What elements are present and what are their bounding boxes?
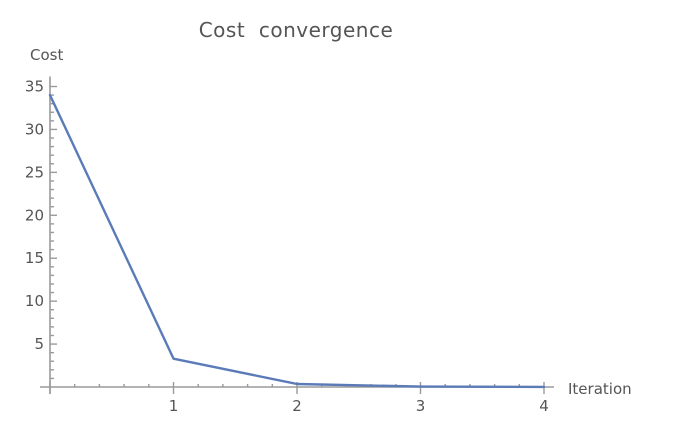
series-group (48, 93, 546, 389)
x-tick-label: 4 (539, 397, 549, 415)
axes (40, 76, 554, 394)
y-tick-label: 35 (25, 78, 44, 96)
series-line (48, 93, 546, 389)
y-tick-label: 25 (25, 163, 44, 181)
y-tick-label: 5 (34, 335, 44, 353)
y-tick-label: 15 (25, 249, 44, 267)
y-axis-label: Cost (30, 46, 63, 64)
chart-title: Cost convergence (199, 18, 394, 42)
y-tick-label: 30 (25, 120, 44, 138)
y-tick-label: 10 (25, 292, 44, 310)
y-tick-label: 20 (25, 206, 44, 224)
x-tick-label: 3 (416, 397, 426, 415)
x-tick-label: 2 (292, 397, 302, 415)
x-axis-label: Iteration (568, 380, 632, 398)
x-tick-label: 1 (169, 397, 179, 415)
x-ticks: 1 2 3 4 (49, 382, 549, 415)
y-ticks: 5 10 15 20 25 30 35 (25, 78, 57, 380)
